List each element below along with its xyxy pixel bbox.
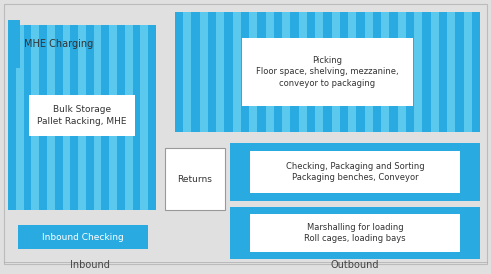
Bar (230, 143, 480, 201)
Bar (315, 12, 324, 132)
Bar (28, 95, 136, 136)
Bar (62, 25, 70, 210)
Bar (414, 12, 422, 132)
Text: Returns: Returns (178, 175, 213, 184)
Bar (464, 12, 472, 132)
Bar (230, 207, 480, 259)
Bar (299, 12, 307, 132)
Bar (398, 12, 406, 132)
Text: Marshalling for loading
Roll cages, loading bays: Marshalling for loading Roll cages, load… (304, 222, 406, 243)
Bar (250, 214, 460, 252)
Text: Bulk Storage
Pallet Racking, MHE: Bulk Storage Pallet Racking, MHE (37, 105, 127, 126)
Bar (16, 25, 24, 210)
Bar (94, 25, 102, 210)
Bar (8, 20, 20, 68)
Text: Picking
Floor space, shelving, mezzanine,
conveyor to packaging: Picking Floor space, shelving, mezzanine… (256, 56, 399, 88)
Bar (365, 12, 373, 132)
Bar (249, 12, 257, 132)
Bar (183, 12, 191, 132)
Bar (331, 12, 340, 132)
Bar (381, 12, 389, 132)
Text: Inbound: Inbound (70, 260, 110, 270)
Bar (200, 12, 208, 132)
Bar (233, 12, 241, 132)
Bar (216, 12, 224, 132)
Bar (282, 12, 290, 132)
Bar (8, 25, 156, 210)
Text: MHE Charging: MHE Charging (24, 39, 93, 49)
Bar (47, 25, 55, 210)
FancyBboxPatch shape (165, 148, 225, 210)
Text: Inbound Checking: Inbound Checking (42, 233, 124, 241)
Bar (266, 12, 274, 132)
Bar (175, 12, 480, 132)
Bar (431, 12, 439, 132)
Bar (31, 25, 39, 210)
Bar (250, 150, 460, 193)
Bar (140, 25, 148, 210)
Bar (125, 25, 133, 210)
Text: Outbound: Outbound (331, 260, 379, 270)
Bar (447, 12, 455, 132)
Bar (109, 25, 117, 210)
Bar (78, 25, 86, 210)
Bar (242, 38, 413, 105)
Text: Checking, Packaging and Sorting
Packaging benches, Conveyor: Checking, Packaging and Sorting Packagin… (286, 162, 424, 182)
Bar (18, 225, 148, 249)
Bar (348, 12, 356, 132)
